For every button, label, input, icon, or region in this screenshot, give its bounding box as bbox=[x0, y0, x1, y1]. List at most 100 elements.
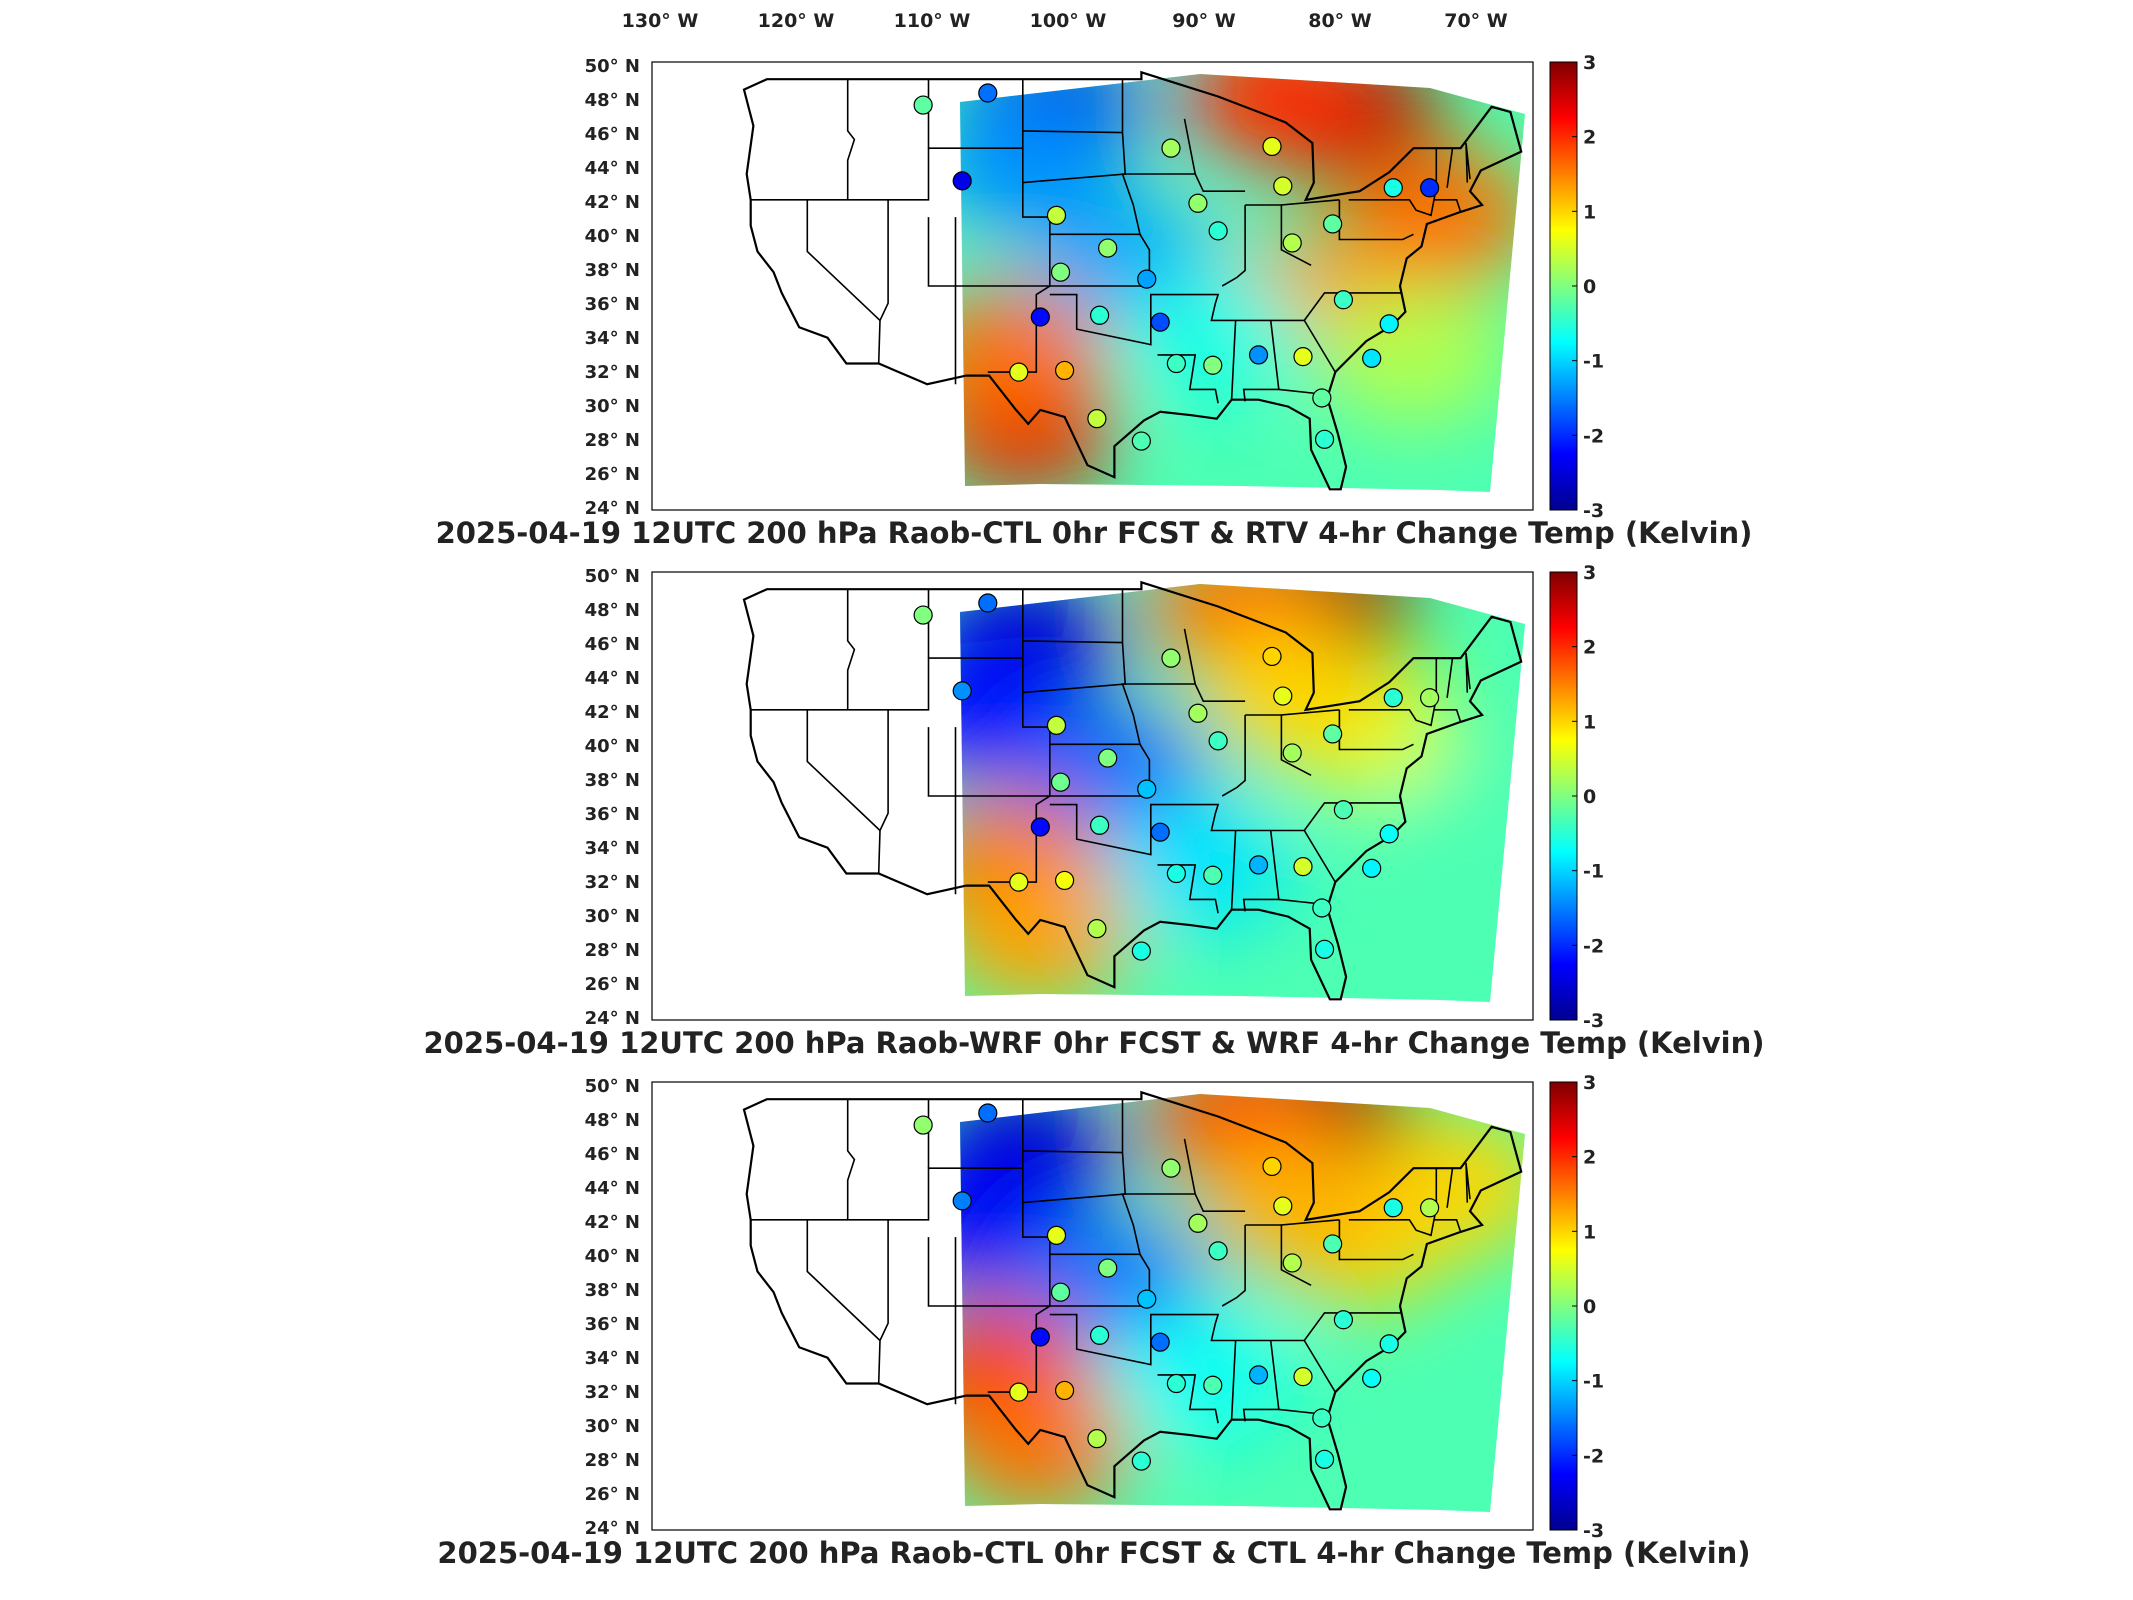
lat-tick-label: 40° N bbox=[585, 226, 640, 247]
field-anomaly bbox=[1183, 74, 1374, 167]
state-border bbox=[1446, 657, 1454, 698]
colorbar-tick-label: 3 bbox=[1583, 562, 1596, 584]
lon-tick-label: 110° W bbox=[894, 10, 971, 32]
lat-tick-label: 46° N bbox=[585, 634, 640, 655]
state-border bbox=[1242, 320, 1280, 402]
raob-station-marker bbox=[1161, 138, 1181, 158]
lat-tick-label: 32° N bbox=[585, 362, 640, 383]
raob-station-marker bbox=[1293, 347, 1313, 367]
state-border bbox=[1157, 354, 1219, 404]
raob-station-marker bbox=[1030, 307, 1050, 327]
raob-station-marker bbox=[1208, 731, 1228, 751]
raob-station-marker bbox=[1273, 686, 1293, 706]
lat-tick-label: 26° N bbox=[585, 1484, 640, 1505]
state-border bbox=[1303, 319, 1336, 373]
state-border bbox=[1433, 1219, 1462, 1233]
raob-station-marker bbox=[1362, 348, 1382, 368]
raob-station-marker bbox=[1379, 314, 1399, 334]
state-border bbox=[1433, 709, 1462, 723]
raob-station-marker bbox=[1323, 1234, 1343, 1254]
raob-station-marker bbox=[1379, 1334, 1399, 1354]
state-border bbox=[1465, 652, 1471, 693]
lat-tick-label: 30° N bbox=[585, 1416, 640, 1437]
lat-tick-label: 38° N bbox=[585, 1280, 640, 1301]
state-border bbox=[1230, 1340, 1237, 1420]
lat-tick-label: 42° N bbox=[585, 702, 640, 723]
state-border bbox=[1303, 830, 1336, 883]
lat-tick-label: 40° N bbox=[585, 736, 640, 757]
state-border bbox=[1221, 1225, 1246, 1307]
panel-title: 2025-04-19 12UTC 200 hPa Raob-CTL 0hr FC… bbox=[436, 516, 1753, 550]
raob-station-marker bbox=[1188, 703, 1208, 723]
lat-tick-label: 48° N bbox=[585, 1110, 640, 1131]
colorbar-tick-label: 2 bbox=[1583, 637, 1596, 659]
panel-title: 2025-04-19 12UTC 200 hPa Raob-WRF 0hr FC… bbox=[423, 1026, 1764, 1060]
lon-tick-label: 80° W bbox=[1308, 10, 1372, 32]
state-border bbox=[987, 1099, 1051, 1393]
raob-station-marker bbox=[1087, 1429, 1107, 1449]
raob-station-marker bbox=[1054, 360, 1075, 381]
lat-tick-label: 34° N bbox=[585, 838, 640, 859]
raob-station-marker bbox=[1248, 855, 1269, 875]
raob-station-marker bbox=[1098, 238, 1118, 258]
lat-tick-label: 40° N bbox=[585, 1246, 640, 1267]
raob-station-marker bbox=[1203, 355, 1223, 375]
state-border bbox=[1446, 1168, 1454, 1208]
raob-station-marker bbox=[1166, 1373, 1186, 1394]
lat-tick-label: 36° N bbox=[585, 1314, 640, 1335]
state-border bbox=[987, 79, 1051, 373]
lat-tick-label: 36° N bbox=[585, 294, 640, 315]
state-border bbox=[877, 709, 889, 874]
lat-tick-label: 26° N bbox=[585, 974, 640, 995]
lat-tick-label: 50° N bbox=[585, 56, 640, 77]
raob-station-marker bbox=[1383, 178, 1403, 198]
raob-station-marker bbox=[952, 171, 972, 191]
lat-tick-label: 34° N bbox=[585, 1348, 640, 1369]
raob-station-marker bbox=[1420, 178, 1440, 198]
raob-station-marker bbox=[1314, 429, 1335, 449]
state-border bbox=[1280, 709, 1340, 777]
field-anomaly bbox=[1385, 760, 1525, 901]
state-border bbox=[1221, 205, 1246, 287]
map-frame bbox=[651, 1081, 1534, 1531]
state-border bbox=[1157, 864, 1219, 914]
map-panel-2: 50° N 48° N 46° N 44° N 42° N 40° N 38° N 36° N… bbox=[423, 562, 1764, 1060]
raob-station-marker bbox=[1046, 1225, 1067, 1245]
raob-station-marker bbox=[1188, 1213, 1208, 1233]
raob-station-marker bbox=[1150, 1332, 1170, 1352]
state-border bbox=[846, 1099, 856, 1220]
lon-tick-label: 100° W bbox=[1030, 10, 1107, 32]
colorbar-tick-label: 1 bbox=[1583, 711, 1596, 733]
lat-tick-label: 24° N bbox=[585, 1518, 640, 1539]
raob-station-marker bbox=[1312, 898, 1332, 918]
state-border bbox=[1183, 118, 1196, 175]
state-border bbox=[846, 589, 856, 710]
lon-tick-label: 130° W bbox=[622, 10, 699, 32]
map-panel-1: 50° N 48° N 46° N 44° N 42° N 40° N 38° N 36° N… bbox=[436, 52, 1753, 550]
raob-station-marker bbox=[1333, 800, 1354, 820]
raob-station-marker bbox=[1208, 221, 1228, 241]
raob-station-marker bbox=[1166, 863, 1186, 884]
lat-tick-label: 48° N bbox=[585, 90, 640, 111]
raob-station-marker bbox=[1248, 345, 1269, 365]
field-anomaly bbox=[960, 1149, 1078, 1290]
temperature-field bbox=[960, 1094, 1525, 1512]
lon-tick-label: 120° W bbox=[758, 10, 835, 32]
raob-station-marker bbox=[1098, 748, 1118, 768]
raob-station-marker bbox=[1420, 1198, 1440, 1218]
raob-station-marker bbox=[978, 83, 998, 103]
lat-tick-label: 24° N bbox=[585, 498, 640, 519]
state-border bbox=[877, 1219, 889, 1384]
raob-station-marker bbox=[1089, 305, 1110, 325]
raob-station-marker bbox=[1188, 193, 1208, 213]
raob-station-marker bbox=[1420, 688, 1440, 708]
lat-tick-label: 44° N bbox=[585, 158, 640, 179]
raob-station-marker bbox=[1161, 1158, 1181, 1178]
state-border bbox=[1465, 1162, 1471, 1203]
raob-station-marker bbox=[1248, 1365, 1269, 1385]
state-border bbox=[1303, 1340, 1336, 1393]
raob-station-marker bbox=[1293, 1367, 1313, 1387]
raob-station-marker bbox=[1312, 388, 1332, 408]
raob-station-marker bbox=[1262, 646, 1282, 667]
